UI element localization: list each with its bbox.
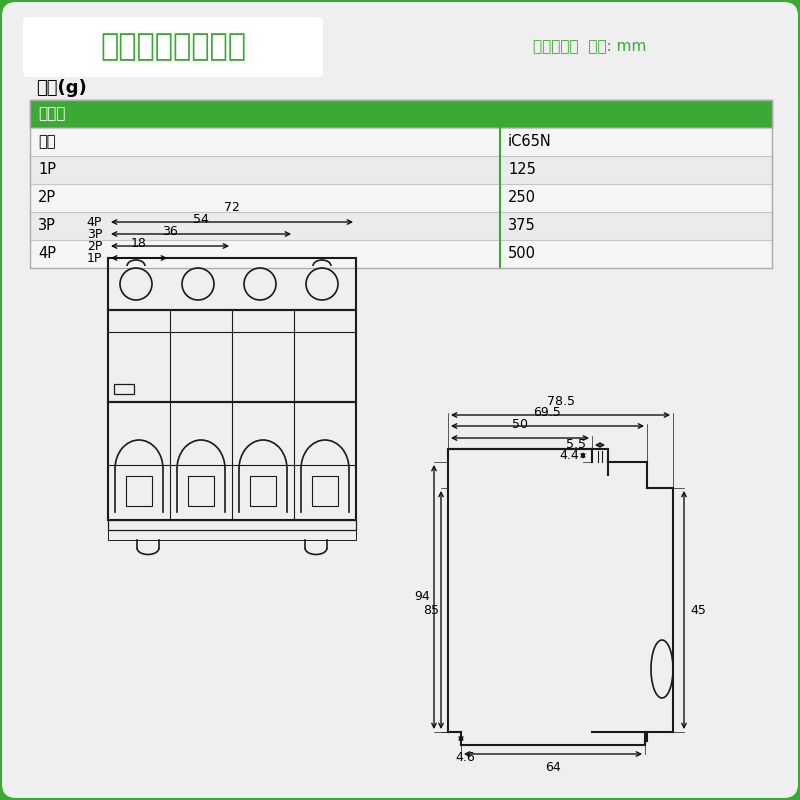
Text: 250: 250 bbox=[508, 190, 536, 206]
Bar bbox=[250, 476, 276, 506]
Bar bbox=[30, 240, 772, 268]
Text: 45: 45 bbox=[690, 603, 706, 617]
Text: 2P: 2P bbox=[38, 190, 56, 206]
Text: 72: 72 bbox=[224, 201, 240, 214]
Text: 54: 54 bbox=[193, 213, 209, 226]
Bar bbox=[30, 128, 772, 156]
Text: 1P: 1P bbox=[86, 251, 102, 265]
Text: 375: 375 bbox=[508, 218, 536, 234]
Text: 1P: 1P bbox=[38, 162, 56, 178]
Bar bbox=[108, 530, 356, 540]
Bar bbox=[30, 184, 772, 212]
Bar bbox=[30, 212, 772, 240]
Text: 36: 36 bbox=[162, 225, 178, 238]
Text: 类型: 类型 bbox=[38, 134, 55, 150]
Text: 50: 50 bbox=[512, 418, 528, 431]
Bar bbox=[312, 476, 338, 506]
Text: 125: 125 bbox=[508, 162, 536, 178]
Bar bbox=[108, 520, 356, 530]
Text: 断路器: 断路器 bbox=[38, 106, 66, 122]
Text: 4P: 4P bbox=[86, 215, 102, 229]
Bar bbox=[30, 100, 772, 128]
Text: 2P: 2P bbox=[86, 239, 102, 253]
Text: 85: 85 bbox=[423, 603, 439, 617]
Bar bbox=[108, 402, 356, 520]
Text: 5.5: 5.5 bbox=[566, 438, 586, 450]
Bar bbox=[108, 310, 356, 402]
Text: 施耐德工业自动化: 施耐德工业自动化 bbox=[100, 33, 246, 62]
Text: 4.6: 4.6 bbox=[455, 751, 475, 764]
Text: 94: 94 bbox=[414, 590, 430, 603]
Bar bbox=[114, 384, 134, 394]
Text: 69.5: 69.5 bbox=[534, 406, 562, 419]
Text: 18: 18 bbox=[131, 237, 147, 250]
FancyBboxPatch shape bbox=[23, 17, 323, 77]
Bar bbox=[188, 476, 214, 506]
Bar bbox=[30, 156, 772, 184]
Bar bbox=[126, 476, 152, 506]
Text: 3P: 3P bbox=[86, 227, 102, 241]
Bar bbox=[108, 258, 356, 310]
Text: 78.5: 78.5 bbox=[546, 395, 574, 408]
Bar bbox=[30, 100, 772, 268]
Text: iC65N: iC65N bbox=[508, 134, 552, 150]
Text: 4.4: 4.4 bbox=[559, 449, 579, 462]
Text: 3P: 3P bbox=[38, 218, 56, 234]
Text: 64: 64 bbox=[545, 761, 561, 774]
Text: 重量(g): 重量(g) bbox=[36, 79, 86, 97]
Text: 产品尺寸：  单位: mm: 产品尺寸： 单位: mm bbox=[534, 39, 646, 54]
Text: 500: 500 bbox=[508, 246, 536, 262]
Text: 4P: 4P bbox=[38, 246, 56, 262]
